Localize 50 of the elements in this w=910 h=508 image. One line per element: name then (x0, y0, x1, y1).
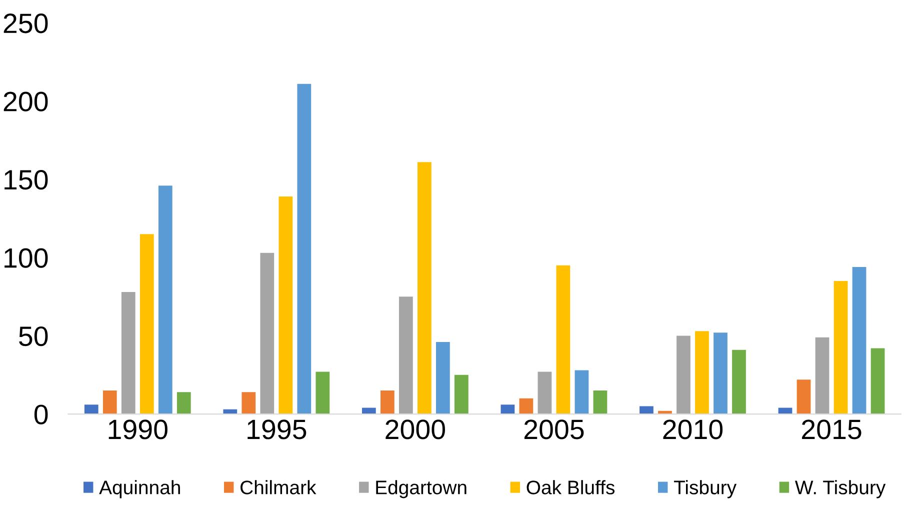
bar (695, 331, 709, 414)
legend-label: Oak Bluffs (526, 480, 615, 494)
bar (852, 266, 866, 414)
legend-label: Tisbury (674, 480, 737, 498)
x-tick-label: 2000 (386, 420, 445, 440)
bar (714, 332, 728, 414)
bar (242, 392, 256, 414)
y-tick-label: 150 (4, 170, 48, 190)
bar (260, 252, 274, 414)
bar (176, 392, 191, 414)
x-tick-label: 2005 (524, 420, 584, 440)
x-tick-label: 1995 (248, 420, 306, 440)
legend-label: Aquinnah (99, 480, 180, 498)
bar (834, 281, 848, 414)
bar (297, 84, 312, 414)
bar (640, 406, 654, 414)
bar (140, 234, 154, 414)
bar (454, 374, 468, 414)
bar (158, 186, 172, 414)
bar (593, 390, 608, 414)
bar (676, 336, 690, 414)
bar (574, 370, 589, 414)
x-tick-label: 2010 (663, 420, 723, 440)
bar (556, 265, 570, 414)
bar (121, 292, 136, 414)
bar (519, 398, 534, 414)
bar (418, 162, 432, 414)
bar (84, 404, 98, 414)
y-tick-label: 0 (34, 404, 48, 424)
x-tick-label: 1990 (108, 420, 168, 440)
bar (380, 390, 394, 414)
bar (815, 337, 830, 414)
bar (102, 390, 117, 414)
bar (538, 372, 552, 414)
bar (316, 372, 330, 414)
y-tick-label: 50 (19, 326, 48, 346)
bar (796, 380, 811, 414)
bar (732, 350, 746, 414)
legend-label: W. Tisbury (794, 480, 886, 498)
bar (500, 404, 515, 414)
legend-label: Edgartown (376, 480, 466, 498)
y-tick-label: 100 (4, 248, 48, 268)
bar (398, 296, 413, 414)
bar (278, 196, 293, 414)
x-tick-label: 2015 (802, 420, 862, 440)
bar (870, 348, 885, 414)
y-tick-label: 200 (4, 92, 48, 112)
bar (436, 342, 450, 414)
y-tick-label: 250 (4, 14, 48, 34)
legend-label: Chilmark (240, 480, 316, 494)
